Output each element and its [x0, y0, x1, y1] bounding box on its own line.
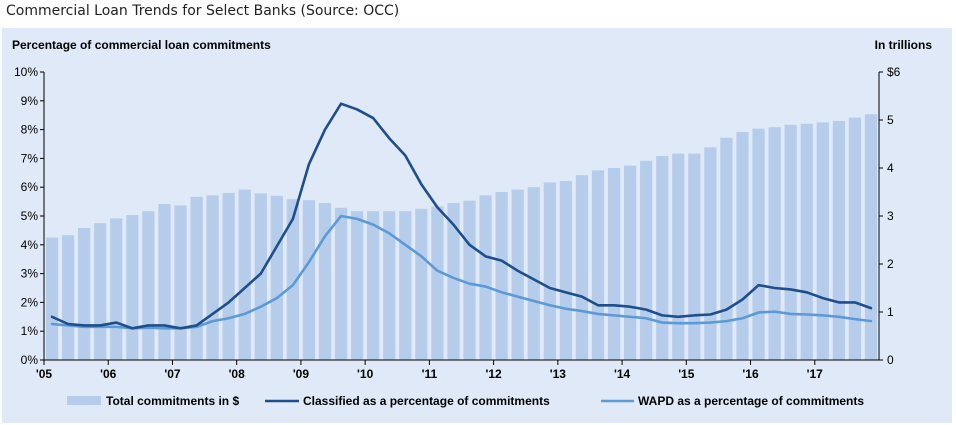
commitment-bar [752, 128, 765, 360]
commitment-bar [334, 207, 348, 360]
commitment-bar [142, 211, 155, 360]
x-tick-label: '12 [486, 367, 503, 381]
right-tick-label: 5 [887, 113, 894, 127]
right-tick-label: 2 [887, 257, 894, 271]
classified-line [50, 102, 873, 330]
x-tick-label: '06 [100, 367, 117, 381]
left-tick-label: 3% [21, 267, 39, 281]
commitment-bar [816, 122, 829, 361]
x-tick-label: '17 [807, 367, 824, 381]
x-tick-label: '13 [550, 367, 567, 381]
commitment-bar [784, 124, 797, 360]
left-tick-label: 6% [21, 180, 39, 194]
left-tick-label: 10% [14, 65, 38, 79]
commitment-bar [543, 182, 556, 360]
commitment-bar [174, 205, 187, 360]
commitment-bar [270, 195, 283, 360]
x-tick-label: '14 [614, 367, 631, 381]
commitment-bar [511, 189, 524, 360]
commitment-bar [254, 193, 267, 360]
commitment-bar [94, 223, 107, 360]
commitment-bar [302, 200, 316, 360]
commitment-bar [800, 123, 813, 360]
commitment-bar [222, 192, 235, 360]
commitment-bar [415, 208, 428, 360]
commitment-bar [463, 200, 476, 360]
commitment-bar [45, 237, 59, 360]
commitment-bar [720, 137, 733, 360]
x-tick-label: '15 [678, 367, 695, 381]
commitment-bar [351, 211, 364, 360]
commitment-bar [367, 211, 380, 360]
left-tick-label: 5% [21, 209, 39, 223]
chart-panel: 10% 9% 8% 7% 6% 5% 4% 3% 2% 1% 0% $6 5 4 3 2 1 0 '05 '06 '07… [2, 28, 952, 423]
right-tick-label: 0 [887, 353, 894, 367]
x-tick-label: '10 [357, 367, 374, 381]
left-tick-label: 1% [21, 324, 39, 338]
commitment-bar [559, 180, 572, 360]
left-tick-label: 2% [21, 295, 39, 309]
right-tick-label: $6 [887, 65, 901, 79]
left-tick-label: 4% [21, 238, 39, 252]
commitment-bar [399, 211, 412, 360]
commitment-bar [768, 127, 781, 360]
commitment-bar [318, 203, 332, 360]
commitment-bar [190, 196, 203, 360]
left-tick-label: 8% [21, 123, 39, 137]
commitment-bar [206, 195, 219, 360]
commitment-bar [864, 114, 878, 361]
commitment-bar [575, 175, 589, 360]
commitment-bar [832, 120, 845, 361]
commitment-bar [479, 195, 492, 360]
commitment-bar [624, 165, 637, 360]
left-tick-label: 7% [21, 151, 39, 165]
commitment-bar [431, 206, 444, 360]
right-tick-label: 4 [887, 161, 894, 175]
chart-svg: 10% 9% 8% 7% 6% 5% 4% 3% 2% 1% 0% $6 5 4 3 2 1 0 '05 '06 '07… [12, 38, 933, 408]
commitment-bar [286, 199, 299, 360]
x-tick-label: '08 [229, 367, 246, 381]
legend-bar-swatch [67, 396, 101, 405]
commitment-bar [61, 235, 75, 360]
legend-label-wapd: WAPD as a percentage of commitments [638, 394, 864, 408]
legend-label-total: Total commitments in $ [106, 394, 239, 408]
commitment-bar [158, 204, 171, 360]
left-tick-label: 9% [21, 94, 39, 108]
commitment-bar [688, 153, 701, 360]
left-axis-title: Percentage of commercial loan commitment… [12, 38, 271, 52]
commitment-bar [640, 160, 653, 360]
commitment-bar [495, 192, 508, 360]
x-tick-label: '05 [36, 367, 53, 381]
x-tick-label: '11 [422, 367, 438, 381]
legend-label-classified: Classified as a percentage of commitment… [303, 394, 550, 408]
x-tick-label: '09 [293, 367, 310, 381]
left-tick-label: 0% [21, 353, 39, 367]
commitment-bar [656, 156, 669, 360]
commitment-bar [238, 189, 251, 360]
chart-title: Commercial Loan Trends for Select Banks … [6, 3, 400, 19]
commitment-bar [447, 203, 460, 360]
commitment-bar [126, 215, 139, 360]
commitment-bar [78, 228, 91, 360]
commitment-bar [704, 147, 717, 360]
commitment-bar [848, 117, 862, 360]
right-tick-label: 1 [887, 305, 894, 319]
x-tick-label: '07 [164, 367, 181, 381]
commitment-bar [110, 218, 123, 360]
commitment-bar [736, 132, 749, 360]
commitment-bar [591, 170, 605, 360]
right-axis-title: In trillions [875, 38, 933, 52]
right-tick-label: 3 [887, 209, 894, 223]
x-tick-label: '16 [742, 367, 759, 381]
commitment-bar [383, 211, 396, 360]
commitment-bar [527, 187, 540, 360]
commitment-bar [672, 153, 685, 360]
commitment-bar [607, 168, 621, 360]
